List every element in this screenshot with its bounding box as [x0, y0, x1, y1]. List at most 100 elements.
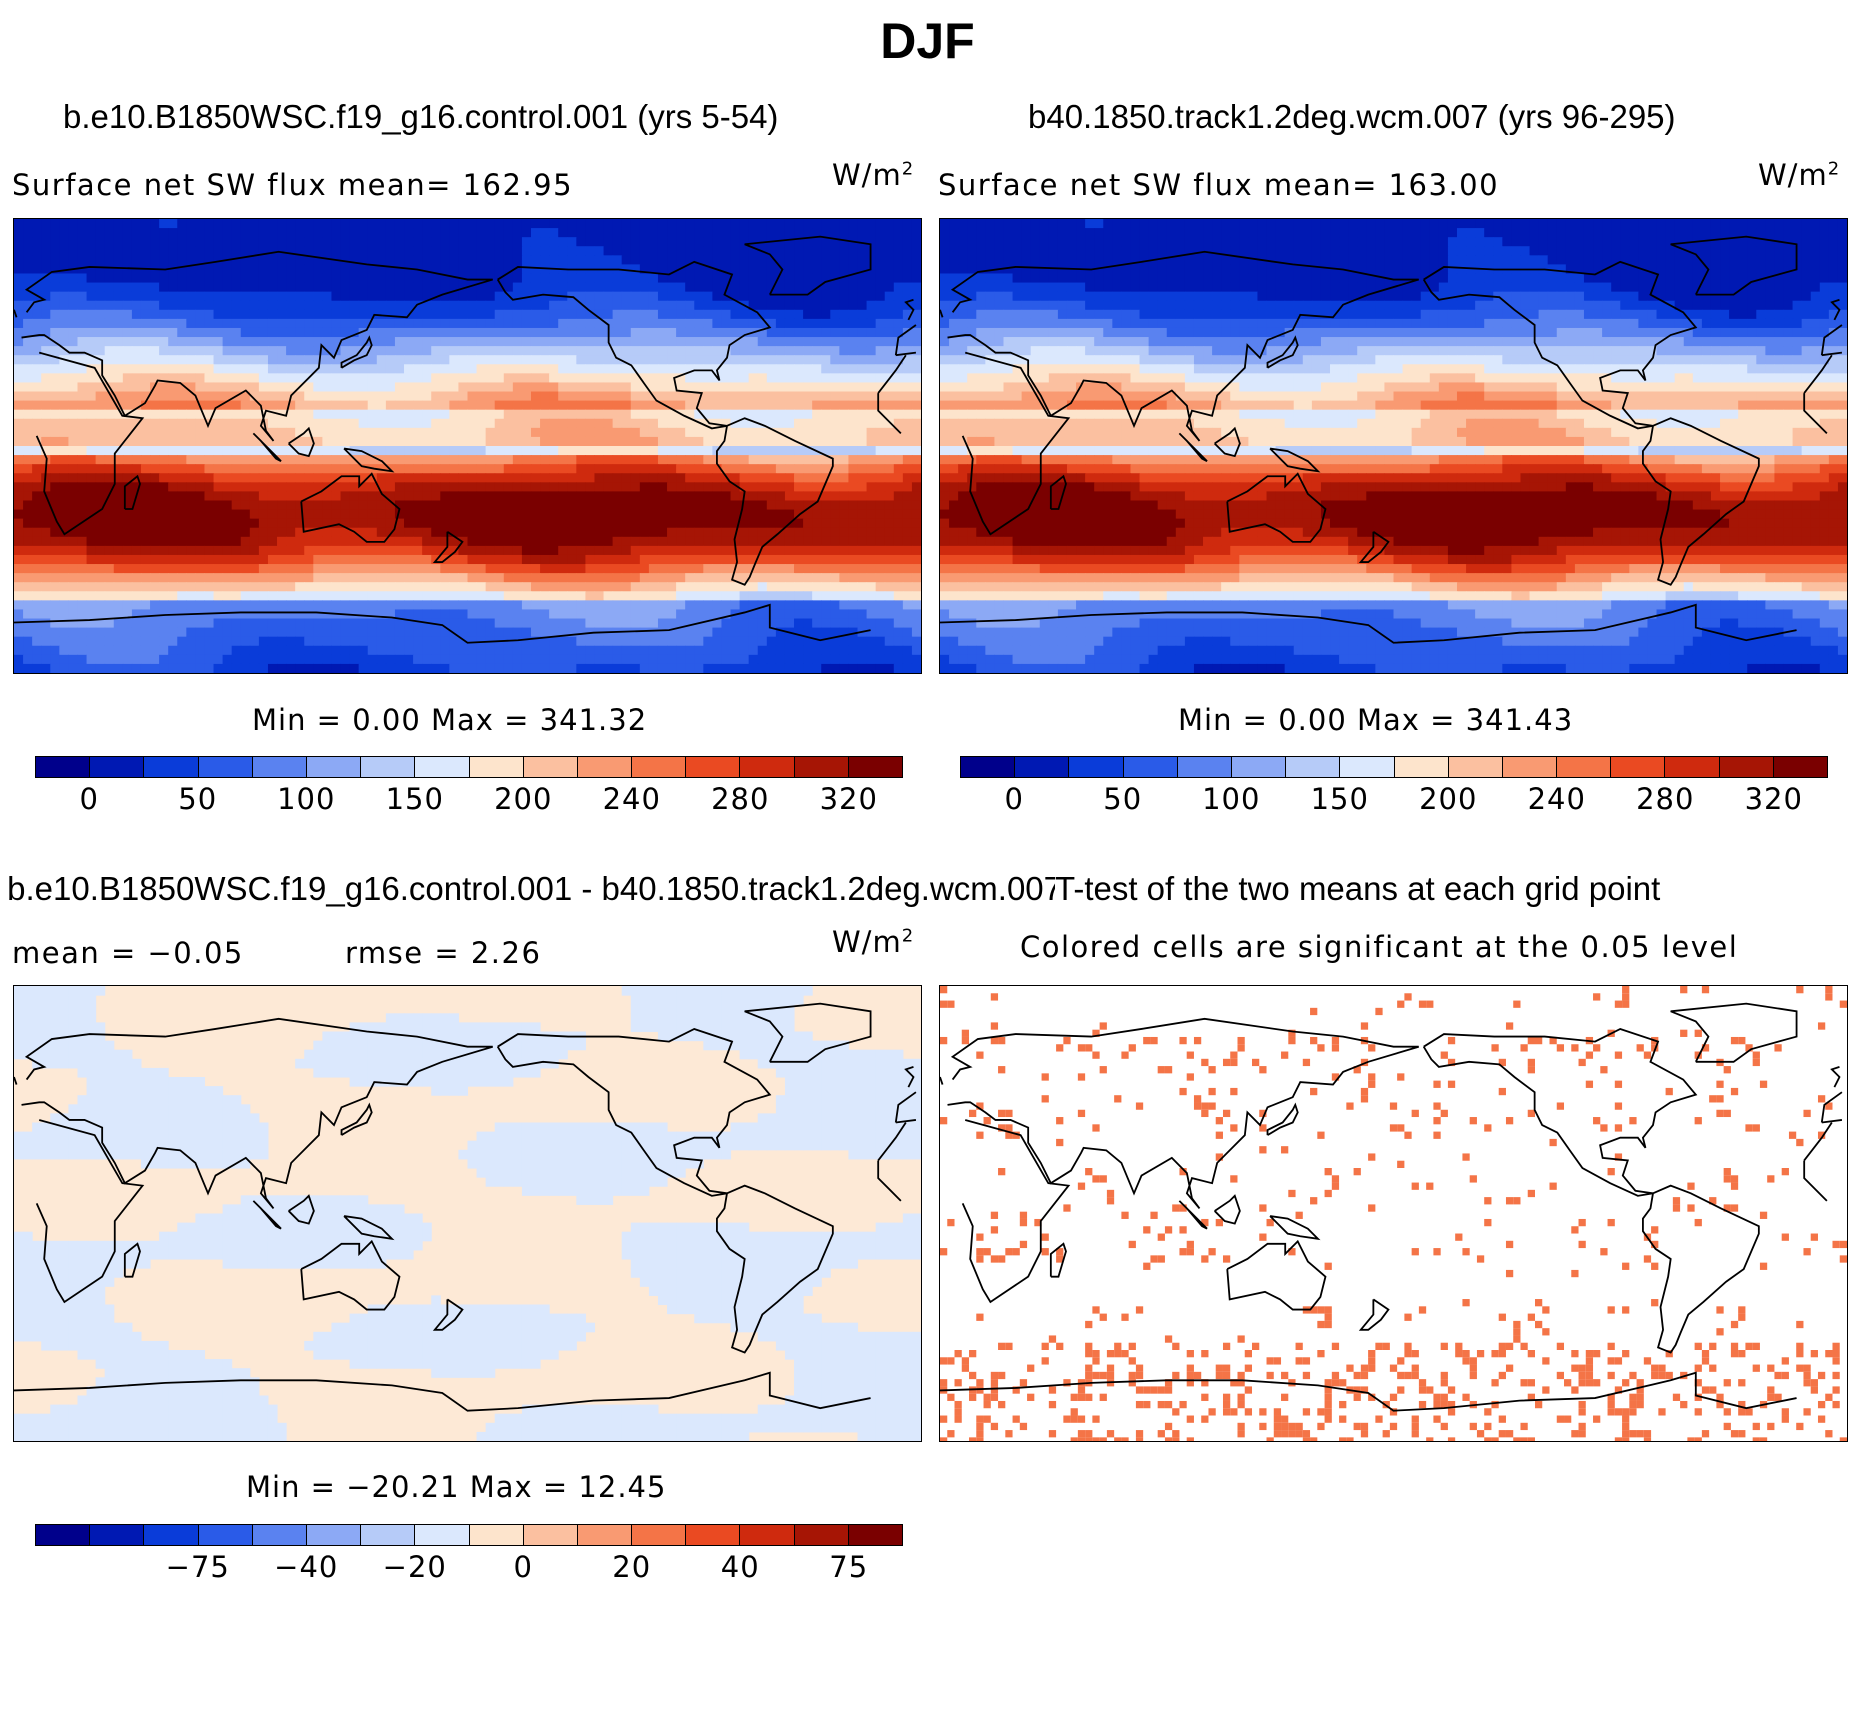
- flux-cell: [131, 291, 142, 302]
- flux-cell: [803, 627, 813, 638]
- flux-cell: [657, 618, 668, 629]
- flux-cell: [394, 318, 405, 329]
- flux-cell: [603, 654, 614, 665]
- flux-cell: [639, 627, 650, 638]
- flux-cell: [657, 573, 668, 583]
- flux-cell: [104, 545, 115, 556]
- flux-cell: [68, 600, 79, 610]
- flux-cell: [766, 455, 777, 465]
- flux-cell: [304, 346, 314, 356]
- flux-cell: [621, 391, 632, 402]
- flux-cell: [331, 500, 342, 511]
- flux-cell: [59, 446, 69, 456]
- flux-cell: [23, 509, 33, 520]
- flux-cell: [467, 654, 478, 665]
- flux-cell: [766, 446, 777, 456]
- flux-cell: [639, 246, 650, 256]
- flux-cell: [376, 591, 387, 601]
- flux-cell: [721, 309, 732, 320]
- flux-cell: [385, 418, 396, 429]
- flux-cell: [249, 536, 260, 547]
- flux-cell: [122, 609, 133, 620]
- flux-cell: [757, 482, 768, 492]
- flux-cell: [376, 509, 387, 520]
- flux-cell: [213, 509, 224, 520]
- flux-cell: [59, 491, 69, 502]
- flux-cell: [258, 337, 269, 347]
- flux-cell: [150, 500, 160, 511]
- flux-cell: [240, 327, 251, 338]
- flux-cell: [195, 573, 206, 583]
- flux-cell: [14, 364, 24, 374]
- flux-cell: [68, 618, 79, 629]
- flux-cell: [467, 627, 478, 638]
- flux-cell: [794, 654, 804, 665]
- flux-cell: [621, 573, 632, 583]
- flux-cell: [612, 591, 623, 601]
- flux-cell: [367, 300, 378, 311]
- flux-cell: [267, 255, 278, 265]
- flux-cell: [884, 527, 895, 538]
- flux-cell: [830, 246, 840, 256]
- flux-cell: [784, 391, 795, 402]
- flux-cell: [558, 627, 568, 638]
- flux-cell: [540, 636, 550, 647]
- flux-cell: [68, 536, 79, 547]
- flux-cell: [812, 500, 822, 511]
- flux-cell: [476, 609, 487, 620]
- flux-cell: [839, 237, 849, 247]
- flux-cell: [848, 409, 859, 420]
- flux-cell: [295, 255, 305, 265]
- flux-cell: [458, 618, 469, 629]
- flux-cell: [168, 382, 178, 393]
- flux-cell: [830, 436, 840, 447]
- flux-cell: [567, 400, 577, 411]
- flux-cell: [476, 409, 487, 420]
- flux-cell: [630, 627, 641, 638]
- flux-cell: [340, 482, 351, 492]
- flux-cell: [458, 500, 469, 511]
- flux-cell: [703, 482, 713, 492]
- flux-cell: [59, 382, 69, 393]
- flux-cell: [322, 627, 332, 638]
- flux-cell: [594, 618, 605, 629]
- flux-cell: [485, 491, 496, 502]
- flux-cell: [558, 591, 568, 601]
- flux-cell: [648, 400, 659, 411]
- flux-cell: [667, 663, 677, 673]
- flux-cell: [775, 473, 786, 483]
- flux-cell: [177, 409, 187, 420]
- flux-cell: [213, 564, 224, 574]
- flux-cell: [848, 427, 859, 438]
- flux-cell: [23, 246, 33, 256]
- flux-cell: [494, 473, 505, 483]
- flux-cell: [222, 373, 233, 383]
- flux-cell: [567, 327, 577, 338]
- flux-cell: [449, 318, 459, 329]
- flux-cell: [177, 600, 187, 610]
- flux-cell: [277, 364, 287, 374]
- flux-cell: [422, 373, 432, 383]
- flux-cell: [422, 346, 432, 356]
- flux-cell: [530, 554, 541, 565]
- flux-cell: [540, 545, 550, 556]
- flux-cell: [521, 409, 532, 420]
- flux-cell: [204, 518, 215, 529]
- flux-cell: [50, 663, 60, 673]
- flux-cell: [95, 246, 106, 256]
- flux-cell: [367, 609, 378, 620]
- flux-cell: [394, 591, 405, 601]
- flux-cell: [458, 427, 469, 438]
- flux-cell: [875, 582, 886, 592]
- flux-cell: [113, 373, 124, 383]
- flux-cell: [748, 582, 759, 592]
- flux-cell: [77, 582, 88, 592]
- flux-cell: [902, 264, 913, 275]
- flux-cell: [131, 273, 142, 284]
- flux-cell: [567, 509, 577, 520]
- flux-cell: [449, 536, 459, 547]
- flux-cell: [848, 400, 859, 411]
- flux-cell: [748, 491, 759, 502]
- flux-cell: [159, 591, 169, 601]
- flux-cell: [222, 300, 233, 311]
